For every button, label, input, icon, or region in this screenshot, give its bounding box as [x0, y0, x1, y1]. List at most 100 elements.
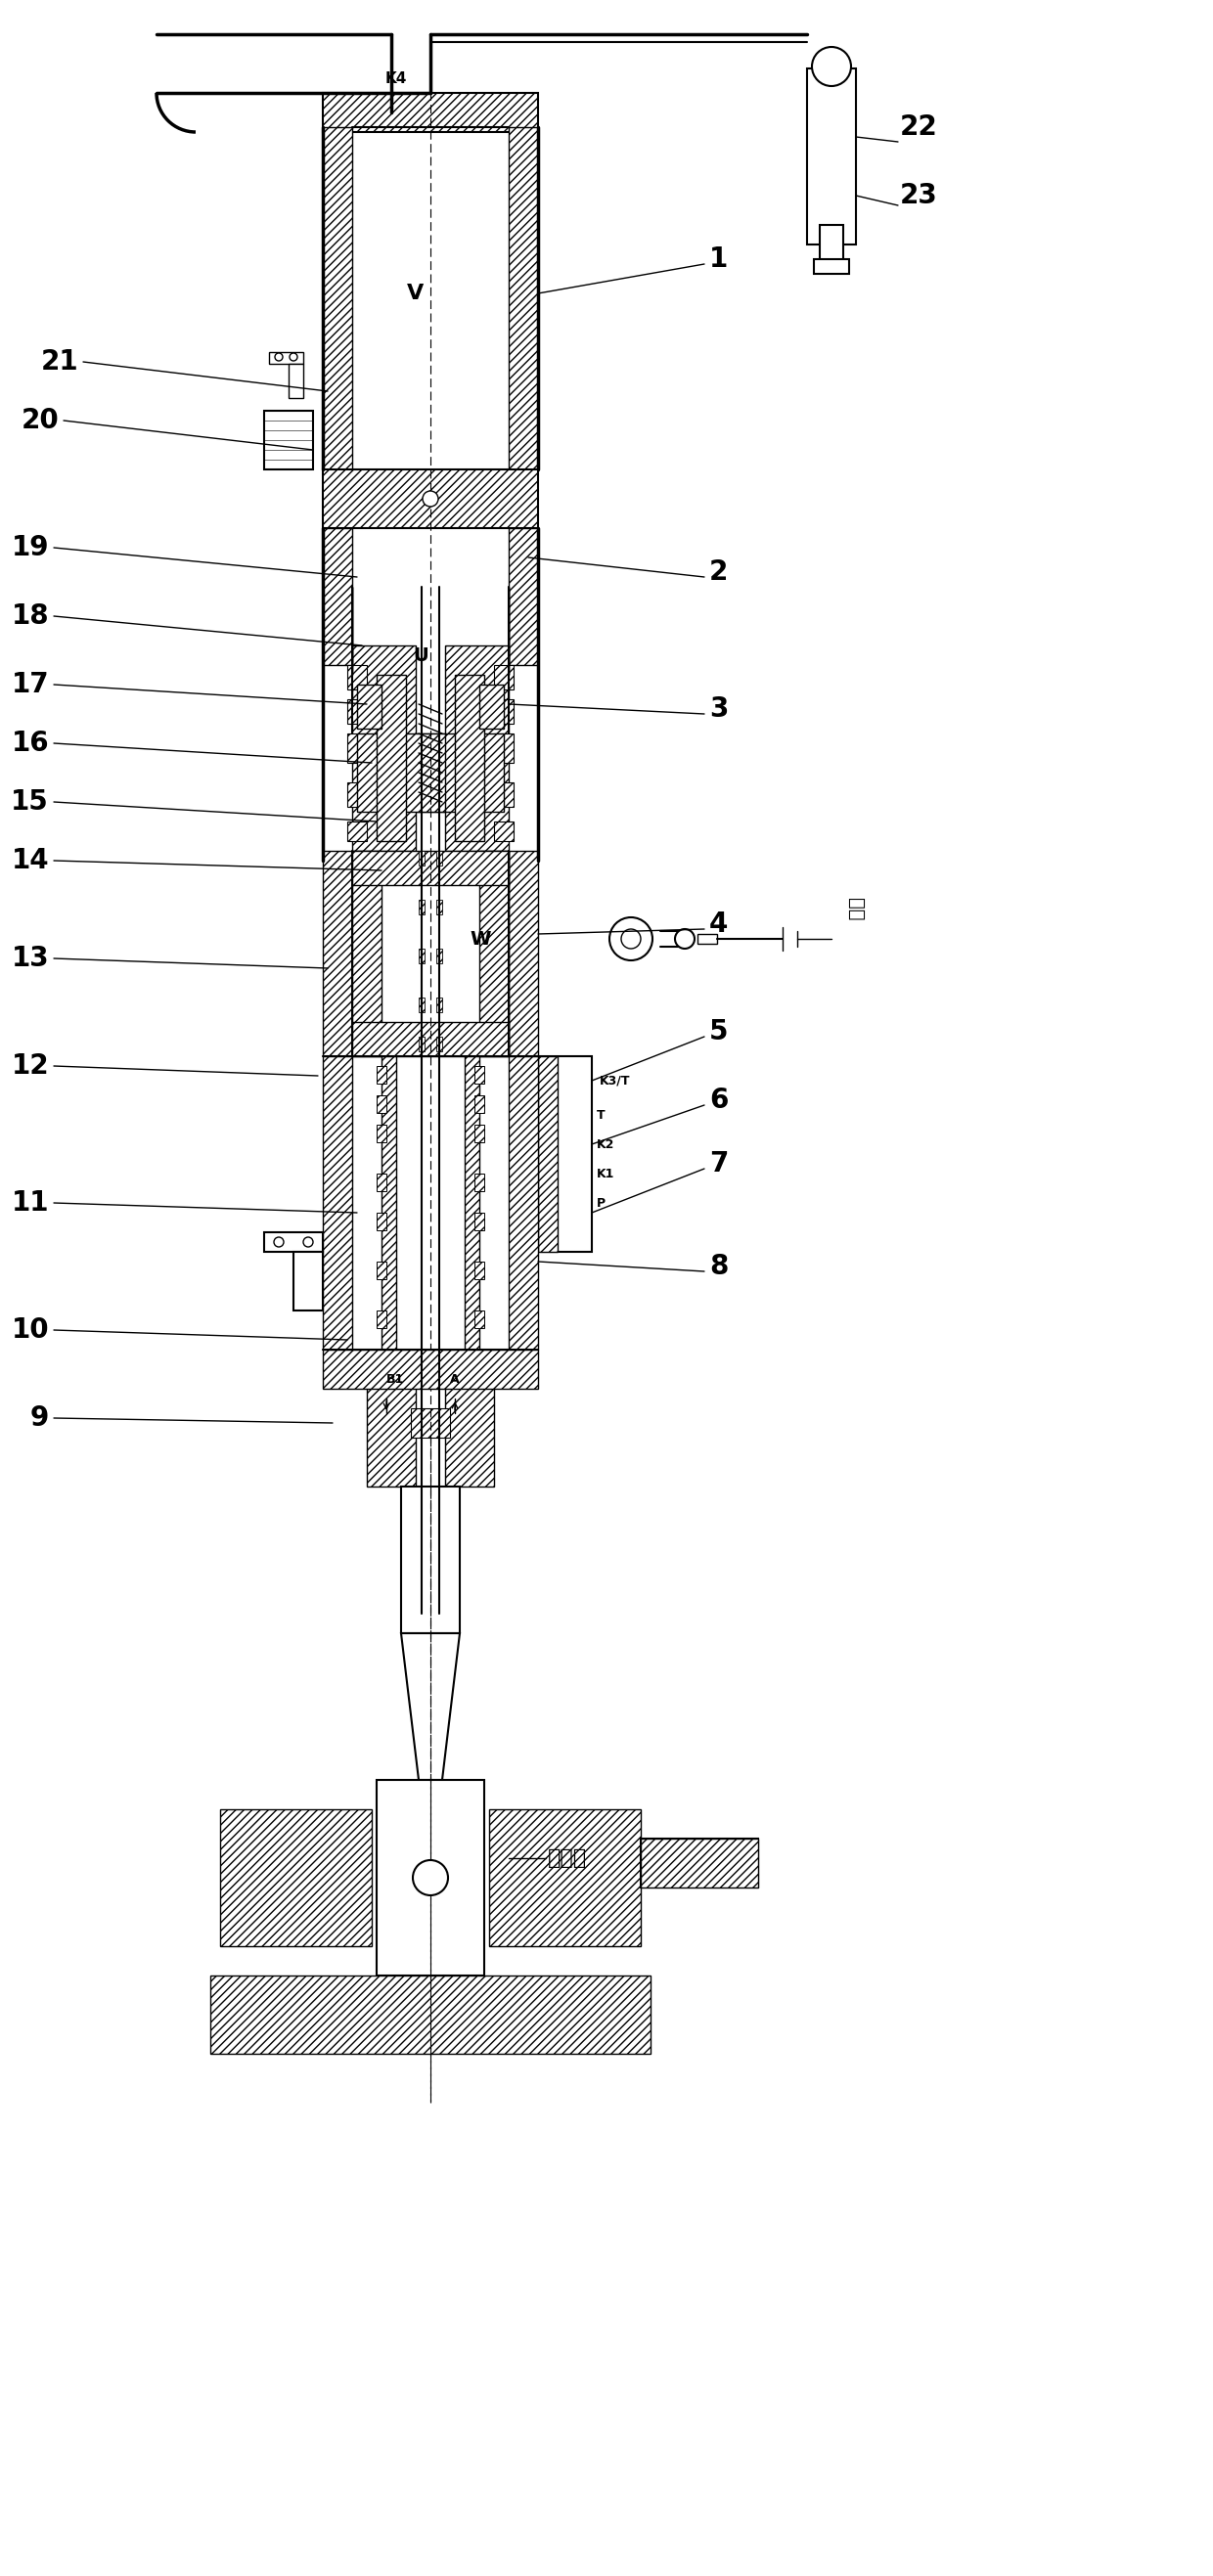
Bar — [418, 948, 425, 963]
Text: K1: K1 — [597, 1167, 615, 1180]
Text: 19: 19 — [11, 533, 49, 562]
Text: B1: B1 — [387, 1373, 404, 1386]
Bar — [323, 1056, 352, 1350]
Bar — [494, 665, 513, 690]
Bar — [539, 1056, 558, 1252]
Bar — [289, 363, 303, 399]
Text: 10: 10 — [11, 1316, 49, 1345]
Bar — [508, 850, 539, 1056]
Bar — [220, 1808, 371, 1947]
Bar — [366, 1350, 416, 1486]
Bar — [479, 850, 508, 1056]
Bar — [352, 850, 508, 886]
Polygon shape — [508, 528, 539, 665]
Bar — [455, 675, 484, 840]
Text: K3/T: K3/T — [599, 1074, 631, 1087]
Bar — [376, 1066, 387, 1084]
Text: W: W — [469, 930, 490, 948]
Bar — [376, 1262, 387, 1280]
Text: 22: 22 — [900, 113, 938, 142]
Bar — [269, 353, 303, 363]
Bar — [347, 783, 366, 806]
Circle shape — [811, 46, 852, 85]
Bar — [418, 850, 425, 866]
Bar — [376, 1095, 387, 1113]
Bar — [357, 685, 382, 729]
Text: A: A — [450, 1373, 460, 1386]
Bar — [437, 1036, 443, 1051]
Bar — [382, 1056, 397, 1350]
Circle shape — [412, 1860, 448, 1896]
Text: 2: 2 — [710, 559, 728, 585]
Bar — [814, 260, 849, 273]
Bar — [437, 948, 443, 963]
Bar — [347, 822, 366, 840]
Bar — [418, 1036, 425, 1051]
Bar — [807, 70, 856, 245]
Bar — [494, 734, 513, 762]
Text: V: V — [408, 283, 425, 304]
Text: 电控: 电控 — [847, 899, 865, 922]
Text: P: P — [597, 1198, 605, 1208]
Bar — [376, 1213, 387, 1231]
Bar — [294, 1252, 323, 1311]
Text: K2: K2 — [597, 1139, 615, 1151]
Text: 14: 14 — [11, 848, 49, 873]
Bar — [323, 850, 352, 1056]
Bar — [474, 1066, 484, 1084]
Text: T: T — [597, 1108, 605, 1121]
Text: 9: 9 — [30, 1404, 49, 1432]
Polygon shape — [402, 1633, 460, 1780]
Bar — [323, 93, 539, 131]
Bar — [352, 1023, 508, 1056]
Text: 20: 20 — [21, 407, 58, 435]
Text: 23: 23 — [900, 183, 938, 209]
Circle shape — [290, 353, 297, 361]
Text: 3: 3 — [710, 696, 728, 724]
Circle shape — [303, 1236, 313, 1247]
Circle shape — [621, 930, 640, 948]
Bar — [494, 783, 513, 806]
Bar — [352, 647, 416, 850]
Bar — [352, 850, 382, 1056]
Bar — [508, 1056, 539, 1350]
Text: 21: 21 — [40, 348, 79, 376]
Text: U: U — [412, 647, 428, 665]
Bar — [474, 1175, 484, 1190]
Circle shape — [609, 917, 653, 961]
Bar — [264, 1231, 323, 1252]
Bar — [347, 734, 366, 762]
Bar — [347, 665, 366, 690]
Bar — [264, 410, 313, 469]
Bar — [474, 1126, 484, 1141]
Circle shape — [422, 492, 438, 507]
Bar — [323, 1350, 539, 1388]
Circle shape — [674, 930, 695, 948]
Polygon shape — [323, 528, 352, 665]
Bar — [474, 1095, 484, 1113]
Text: 17: 17 — [11, 670, 49, 698]
Text: 销钉剀: 销钉剀 — [548, 1850, 587, 1868]
Text: 5: 5 — [710, 1018, 728, 1046]
Bar — [640, 1839, 758, 1888]
Bar — [437, 850, 443, 866]
Text: 13: 13 — [11, 945, 49, 971]
Bar — [376, 1780, 484, 1976]
Bar — [210, 1976, 650, 2053]
Bar — [402, 1486, 460, 1633]
Text: 18: 18 — [11, 603, 49, 629]
Text: 16: 16 — [11, 729, 49, 757]
Bar — [323, 126, 352, 469]
Bar — [697, 935, 717, 943]
Bar — [437, 899, 443, 914]
Bar — [376, 675, 406, 840]
Bar — [323, 469, 539, 528]
Bar — [357, 734, 445, 811]
Bar — [494, 822, 513, 840]
Bar — [474, 1311, 484, 1329]
Bar — [479, 685, 503, 729]
Bar — [820, 224, 843, 268]
Text: K4: K4 — [386, 72, 408, 85]
Bar — [411, 1409, 450, 1437]
Bar — [347, 698, 366, 724]
